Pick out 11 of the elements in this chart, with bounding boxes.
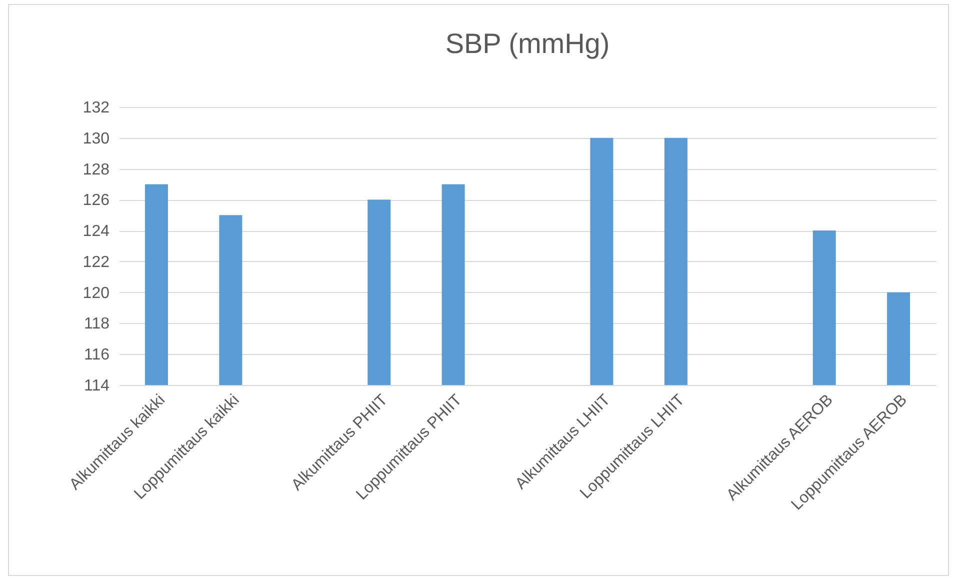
- y-tick-label: 128: [82, 161, 110, 178]
- chart-title: SBP (mmHg): [445, 28, 610, 59]
- y-tick-label: 118: [84, 316, 110, 333]
- y-tick-label: 122: [82, 254, 110, 271]
- y-tick-label: 114: [84, 378, 110, 394]
- y-tick-label: 120: [82, 284, 110, 302]
- y-tick-label: 126: [82, 192, 110, 210]
- y-tick-label: 130: [82, 130, 110, 148]
- y-tick-label: 124: [82, 223, 110, 240]
- y-tick-label: 132: [82, 100, 110, 116]
- y-tick-label: 116: [84, 346, 110, 364]
